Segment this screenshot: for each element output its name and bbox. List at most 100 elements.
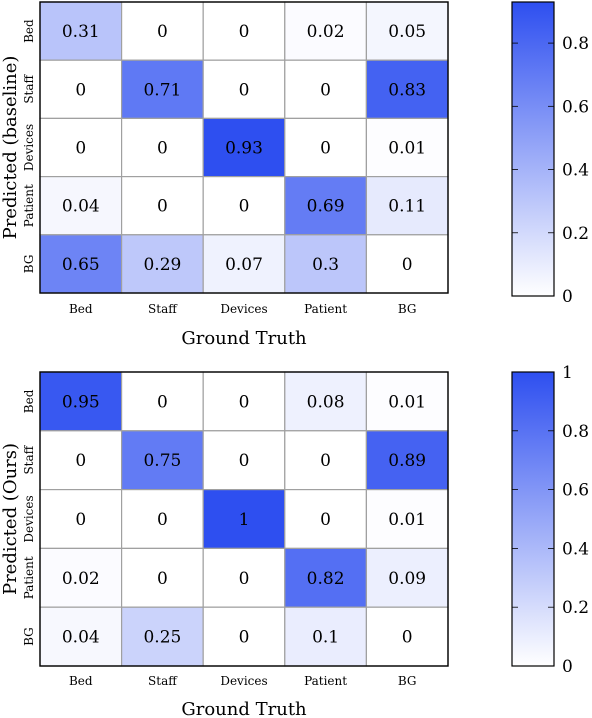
cell-value-label: 0 [239,392,250,412]
cell-value-label: 0.05 [388,22,426,42]
colorbar: 0 0.2 0.4 0.6 0.8 1 [511,363,589,677]
colorbar-tick-label: 0 [562,287,573,307]
heatmap-panel-2: 0.95 0 0 0.08 0.010 0.75 0 0 0.890 0 1 0 0.010.02 0 0 0… [0,363,589,718]
cell-value-label: 0 [402,255,413,275]
heatmap-cell [120,1,204,61]
y-tick-label: Bed [22,389,36,413]
cell-value-label: 0 [157,569,168,589]
y-tick-label: Devices [22,495,36,542]
x-tick-label: Bed [69,302,93,316]
cell-value-label: 0.1 [312,628,339,648]
cell-value-label: 0.65 [62,255,100,275]
heatmap-cell [365,234,449,294]
y-tick-label: Staff [22,444,36,474]
x-tick-label: Devices [220,302,267,316]
cell-value-label: 0.11 [388,197,426,217]
cell-value-label: 0.69 [307,197,345,217]
x-axis-title: Ground Truth [181,699,307,718]
heatmap-cell [284,176,367,236]
cell-value-label: 0 [320,451,331,471]
heatmap-cell [39,489,123,550]
colorbar-tick-label: 0.6 [562,97,589,117]
y-tick-label: Patient [22,556,36,599]
colorbar-tick-label: 0.6 [562,481,589,501]
x-tick-label: Patient [304,302,347,316]
x-tick-label: Devices [220,674,267,688]
cell-value-label: 0 [157,510,168,530]
heatmap-cell [284,547,367,608]
cell-value-label: 0 [157,197,168,217]
cell-value-label: 0 [75,510,86,530]
heatmap-cell [202,234,286,294]
y-axis-title: Predicted (baseline) [0,56,21,240]
heatmap-cell [39,234,123,294]
heatmap-cell [202,489,286,550]
heatmap-cell [202,430,286,491]
x-tick-label: Patient [304,674,347,688]
colorbar-tick-label: 0.8 [562,422,589,442]
cell-value-label: 0 [75,80,86,100]
heatmap-cell [120,547,204,608]
cell-value-label: 0.31 [62,22,100,42]
heatmap-cell [120,371,204,432]
x-axis-title: Ground Truth [181,328,307,349]
cell-value-label: 0 [157,139,168,159]
heatmap-cell [39,606,123,667]
cell-value-label: 0.01 [388,510,426,530]
y-tick-label: Staff [22,73,36,103]
heatmap-cell [284,117,367,178]
heatmap-cell [365,176,449,236]
cell-value-label: 0.3 [312,255,339,275]
cell-value-label: 0 [75,139,86,159]
colorbar-gradient [511,1,555,297]
cell-value-label: 0.75 [143,451,181,471]
cell-value-label: 0 [239,451,250,471]
cell-value-label: 0.02 [307,22,345,42]
colorbar-tick-label: 0 [562,657,573,677]
cell-value-label: 0 [157,22,168,42]
cell-value-label: 0.04 [62,628,100,648]
heatmap-cell [120,117,204,178]
y-tick-label: Devices [22,124,36,171]
colorbar-gradient [511,371,555,667]
y-axis-title: Predicted (Ours) [0,443,21,595]
heatmap-cell [202,606,286,667]
cell-value-label: 0.01 [388,139,426,159]
y-tick-label: Patient [22,184,36,227]
cell-value-label: 1 [239,510,250,530]
heatmap-cell [365,430,449,491]
cell-value-label: 0 [157,392,168,412]
heatmap-cell [365,489,449,550]
colorbar-tick-label: 0.2 [562,598,589,618]
cell-value-label: 0 [75,451,86,471]
cell-value-label: 0.71 [143,80,181,100]
cell-value-label: 0 [239,197,250,217]
cell-value-label: 0 [239,628,250,648]
cell-value-label: 0.89 [388,451,426,471]
x-tick-label: Bed [69,674,93,688]
heatmap-cell [202,176,286,236]
cell-value-label: 0.02 [62,569,100,589]
cell-value-label: 0 [239,22,250,42]
colorbar-tick-label: 0.2 [562,224,589,244]
heatmap-cell [120,234,204,294]
heatmap-cell [39,430,123,491]
x-tick-label: Staff [148,302,178,316]
cell-value-label: 0 [320,139,331,159]
heatmap-cell [39,1,123,61]
cell-value-label: 0.93 [225,139,263,159]
y-tick-label: BG [22,255,36,274]
cell-value-label: 0 [320,510,331,530]
cell-value-label: 0 [402,628,413,648]
cell-value-label: 0.09 [388,569,426,589]
cell-value-label: 0 [239,569,250,589]
x-tick-label: BG [398,302,417,316]
colorbar-tick-label: 0.4 [562,539,589,559]
x-tick-label: Staff [148,674,178,688]
cell-value-label: 0.29 [143,255,181,275]
y-tick-label: Bed [22,19,36,43]
heatmap-frame [39,371,449,667]
cell-value-label: 0.82 [307,569,345,589]
x-tick-label: BG [398,674,417,688]
